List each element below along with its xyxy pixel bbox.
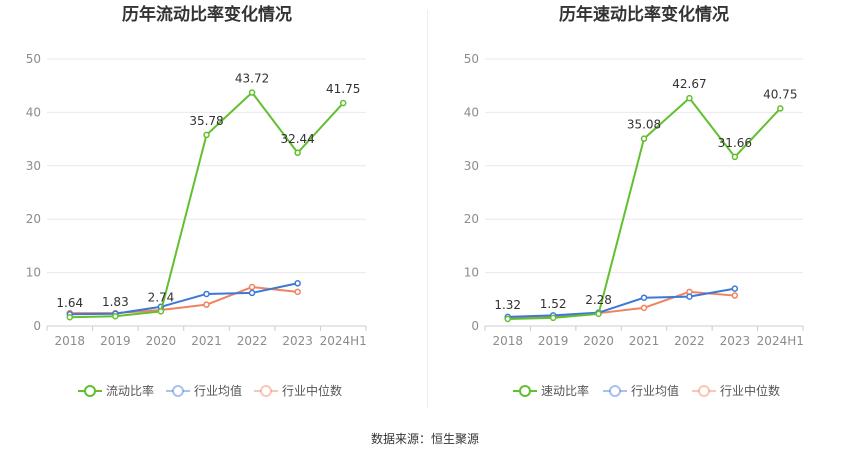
chart-1-series-own: 1.64 1.83 2.74 35.78 43.72 32.44 41.75	[56, 72, 360, 321]
chart-1-series-own-data-label: 43.72	[235, 72, 269, 86]
chart-2-y-tick-label: 0	[471, 319, 479, 333]
chart-2-legend-swatch-marker	[609, 385, 621, 397]
chart-2-series-own-data-label: 2.28	[585, 293, 612, 307]
chart-2-series-own-point	[504, 315, 511, 323]
chart-1-x-tick-label: 2018	[55, 334, 86, 348]
chart-2-x-tick-label: 2024H1	[757, 334, 804, 348]
chart-1-y-tick-label: 10	[26, 266, 41, 280]
chart-2-y-tick-label: 50	[464, 52, 479, 66]
chart-2-legend-label: 行业均值	[631, 383, 679, 398]
chart-1-series-industry-avg-point	[294, 280, 301, 287]
chart-1-series-industry-median-point	[294, 288, 301, 296]
chart-2-y-tick-label: 20	[464, 212, 479, 226]
chart-1-series-industry-median-point	[248, 283, 256, 291]
chart-2-x-tick-label: 2023	[720, 334, 751, 348]
chart-1-series-own-point	[112, 312, 119, 320]
chart-2-series-own-data-label: 1.32	[494, 298, 521, 312]
data-source-label: 数据来源：	[370, 432, 431, 446]
chart-1-x-tick-label: 2022	[237, 334, 268, 348]
chart-1-series-own-point	[157, 308, 165, 315]
chart-1-series-own-point	[66, 313, 74, 321]
chart-1-y-tick-label: 40	[26, 105, 41, 119]
chart-1-legend-item-industry-median: 行业中位数	[254, 383, 342, 398]
chart-2-series-own-point	[640, 135, 648, 142]
chart-2-series-own-point	[595, 310, 602, 318]
data-source: 数据来源：恒生聚源	[0, 430, 850, 447]
chart-2-legend-item-industry-median: 行业中位数	[692, 383, 780, 398]
chart-2-y-tick-label: 10	[464, 266, 479, 280]
chart-1-series-own-data-label: 41.75	[326, 82, 360, 96]
chart-1-series-own-data-label: 2.74	[148, 290, 175, 304]
chart-2-x-tick-label: 2019	[538, 334, 569, 348]
chart-2-x-tick-label: 2020	[583, 334, 614, 348]
chart-2-series-industry-avg-point	[731, 285, 739, 292]
chart-2-legend-swatch-marker	[519, 385, 531, 397]
chart-1-title: 历年流动比率变化情况	[122, 4, 292, 25]
chart-1-series-industry-avg-point	[203, 290, 210, 298]
chart-1-series-own-point	[248, 89, 256, 96]
chart-1-y-tick-label: 30	[26, 159, 41, 173]
chart-2-series-own-data-label: 40.75	[763, 87, 797, 101]
chart-2-x-tick-label: 2021	[629, 334, 660, 348]
panel-divider	[427, 10, 428, 408]
chart-2-series-industry-avg-line	[507, 287, 736, 318]
chart-2-series-industry-median-point	[640, 304, 648, 312]
chart-1-series-own-data-label: 35.78	[189, 114, 223, 128]
chart-1-x-tick-label: 2024H1	[320, 334, 367, 348]
data-source-name: 恒生聚源	[431, 432, 480, 446]
chart-1-series-own-data-label: 1.64	[56, 296, 83, 310]
chart-1-series-industry-avg-point	[248, 289, 256, 297]
chart-1-legend-label: 行业均值	[194, 383, 242, 398]
chart-2-series-industry-avg-point	[686, 293, 693, 300]
chart-2-series-own-data-label: 35.08	[627, 118, 661, 132]
chart-1-y-tick-label: 50	[26, 52, 41, 66]
chart-2-x-tick-label: 2022	[674, 334, 705, 348]
chart-1-legend-label: 流动比率	[106, 383, 154, 398]
chart-1-series-industry-avg-line	[69, 282, 298, 316]
chart-2-series-own-point	[686, 94, 693, 102]
chart-2-legend-label: 行业中位数	[720, 383, 780, 398]
chart-2-x-tick-label: 2018	[492, 334, 523, 348]
chart-1-legend-item-industry-avg: 行业均值	[166, 383, 242, 398]
chart-2-series-own-data-label: 1.52	[540, 297, 567, 311]
chart-2-legend-label: 速动比率	[541, 383, 589, 398]
chart-1-y-tick-label: 0	[33, 319, 41, 333]
chart-1-series-industry-median-point	[203, 301, 210, 308]
chart-2-series-own-data-label: 42.67	[672, 77, 706, 91]
chart-2-legend-item-industry-avg: 行业均值	[603, 383, 679, 398]
chart-1-series-own-point	[339, 99, 347, 107]
chart-2-legend-item-own: 速动比率	[513, 383, 589, 398]
chart-1-legend-label: 行业中位数	[282, 383, 342, 398]
chart-2-y-tick-label: 40	[464, 105, 479, 119]
chart-2-series-own-point	[549, 314, 557, 322]
chart-1-x-tick-label: 2019	[100, 334, 131, 348]
chart-2-series-industry-median-line	[507, 290, 735, 319]
chart-2-series-own-data-label: 31.66	[718, 136, 752, 150]
chart-2-legend-swatch-marker	[698, 385, 710, 397]
chart-2: 历年速动比率变化情况 0 10 20 30 40 50 2018 2019 2020 2021 202…	[464, 4, 804, 398]
chart-2-y-tick-label: 30	[464, 159, 479, 173]
chart-1-y-tick-label: 20	[26, 212, 41, 226]
chart-1-legend-swatch-marker	[172, 385, 184, 397]
chart-1-series-own-point	[294, 149, 301, 157]
chart-1-x-tick-label: 2023	[282, 334, 313, 348]
chart-1-series-own-data-label: 32.44	[280, 132, 314, 146]
chart-2-series-own-point	[731, 153, 739, 161]
chart-1: 历年流动比率变化情况 0 10 20 30 40 50 2018 2019 2020 2021 202…	[26, 4, 367, 398]
chart-1-series-own-point	[203, 131, 210, 139]
chart-1-legend-item-own: 流动比率	[78, 383, 154, 398]
chart-1-x-tick-label: 2021	[191, 334, 222, 348]
chart-2-series-industry-median-point	[731, 292, 739, 299]
chart-1-legend-swatch-marker	[84, 385, 96, 397]
chart-2-series-industry-avg-point	[640, 294, 648, 301]
chart-2-series-own: 1.32 1.52 2.28 35.08 42.67 31.66 40.75	[494, 77, 797, 323]
chart-1-series-own-data-label: 1.83	[102, 295, 129, 309]
chart-2-title: 历年速动比率变化情况	[559, 4, 729, 25]
chart-2-series-own-point	[777, 105, 784, 112]
chart-1-legend-swatch-marker	[260, 385, 272, 397]
chart-1-x-tick-label: 2020	[146, 334, 177, 348]
